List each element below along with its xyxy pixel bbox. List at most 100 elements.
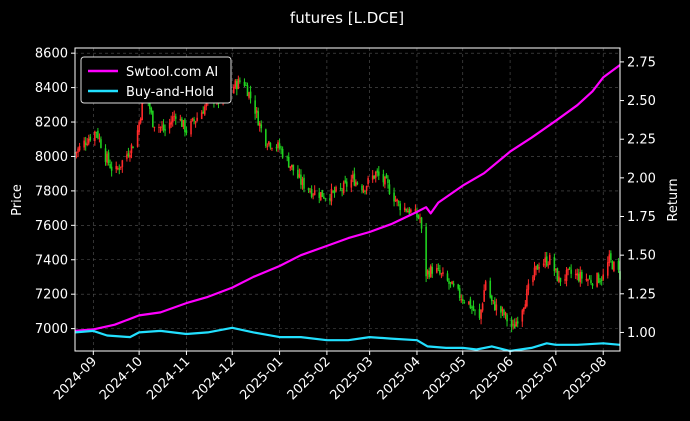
candle-body [185,130,188,133]
candle-body [555,268,557,270]
candle-body [139,118,142,123]
candle-body [174,116,177,119]
right-axis-label: Return [666,178,681,221]
candle-body [478,309,481,318]
candle-body [483,290,485,302]
candle-body [307,188,310,191]
candle-body [545,256,548,266]
candle-body [84,142,87,145]
candle-body [436,268,438,273]
candle-body [353,173,356,186]
candle-body [570,269,572,274]
candle-body [460,299,463,301]
candle-body [490,295,493,302]
candle-body [87,138,90,144]
candle-body [75,151,78,154]
buy-hold-return-line [74,326,621,353]
candle-body [168,122,171,129]
candle-body [408,209,411,214]
candle-body [474,309,476,311]
legend-label-bh: Buy-and-Hold [126,85,214,100]
candle-body [287,156,290,168]
candle-body [587,279,589,282]
candle-body [367,178,369,185]
candle-body [361,185,363,191]
candle-body [585,278,588,281]
candle-body [374,172,377,178]
candle-body [548,255,551,265]
candle-body [471,307,473,309]
candle-body [78,145,81,151]
candle-body [237,78,240,89]
candle-body [526,289,528,307]
candle-body [393,192,395,202]
candle-body [590,280,592,284]
right-tick-label: 1.25 [627,287,656,302]
candle-body [431,266,434,274]
candle-body [387,179,389,184]
candle-body [538,267,540,269]
candle-body [602,274,605,280]
candle-body [106,153,108,163]
candle-body [377,171,380,176]
candle-body [481,303,484,311]
candle-body [136,130,139,147]
candle-body [309,191,311,193]
candle-body [527,283,530,290]
candle-body [286,156,288,158]
candle-body [495,304,498,311]
candle-body [399,203,401,211]
left-axis-ticks: 7000 7200 7400 7600 7800 8000 8200 8400 8600 [35,47,75,337]
candle-body [184,119,186,132]
candle-body [613,261,615,271]
candle-body [437,268,440,269]
candle-body [355,181,357,186]
candle-body [301,179,304,186]
candle-body [118,168,121,170]
candle-body [203,106,206,115]
candle-body [405,209,408,212]
candle-body [281,148,284,158]
candle-body [89,136,92,141]
candle-body [533,267,536,277]
return-series [74,64,621,353]
candle-body [588,278,591,280]
candle-body [310,189,313,197]
candle-body [292,164,295,171]
candle-body [236,81,238,90]
candle-body [610,253,612,260]
candle-body [564,279,566,281]
candle-body [344,180,347,183]
candle-body [365,186,368,191]
candle-body [376,170,379,173]
candle-body [83,140,85,148]
left-tick-label: 8400 [35,81,68,96]
candle-body [153,126,156,128]
candle-body [426,270,429,275]
candle-body [574,273,577,276]
candle-body [254,100,256,114]
right-tick-label: 2.25 [627,133,656,148]
candle-body [617,261,620,270]
candle-body [591,283,594,286]
candle-body [414,209,417,212]
candle-body [141,101,143,121]
right-tick-label: 1.75 [627,210,656,225]
candle-body [512,324,514,326]
right-axis-ticks: 1.00 1.25 1.50 1.75 2.00 2.25 2.50 2.75 [620,55,656,341]
candle-body [420,217,423,229]
candle-body [297,169,299,179]
candle-body [577,273,580,281]
candle-body [179,118,182,121]
candle-body [458,288,461,298]
candle-body [384,176,386,185]
candle-body [289,166,292,169]
candle-body [403,207,406,211]
candle-body [196,117,198,121]
candle-body [191,118,194,121]
candle-body [94,131,96,142]
candle-body [457,284,459,289]
candle-body [205,102,208,107]
candle-body [567,268,569,271]
candle-body [568,267,571,269]
